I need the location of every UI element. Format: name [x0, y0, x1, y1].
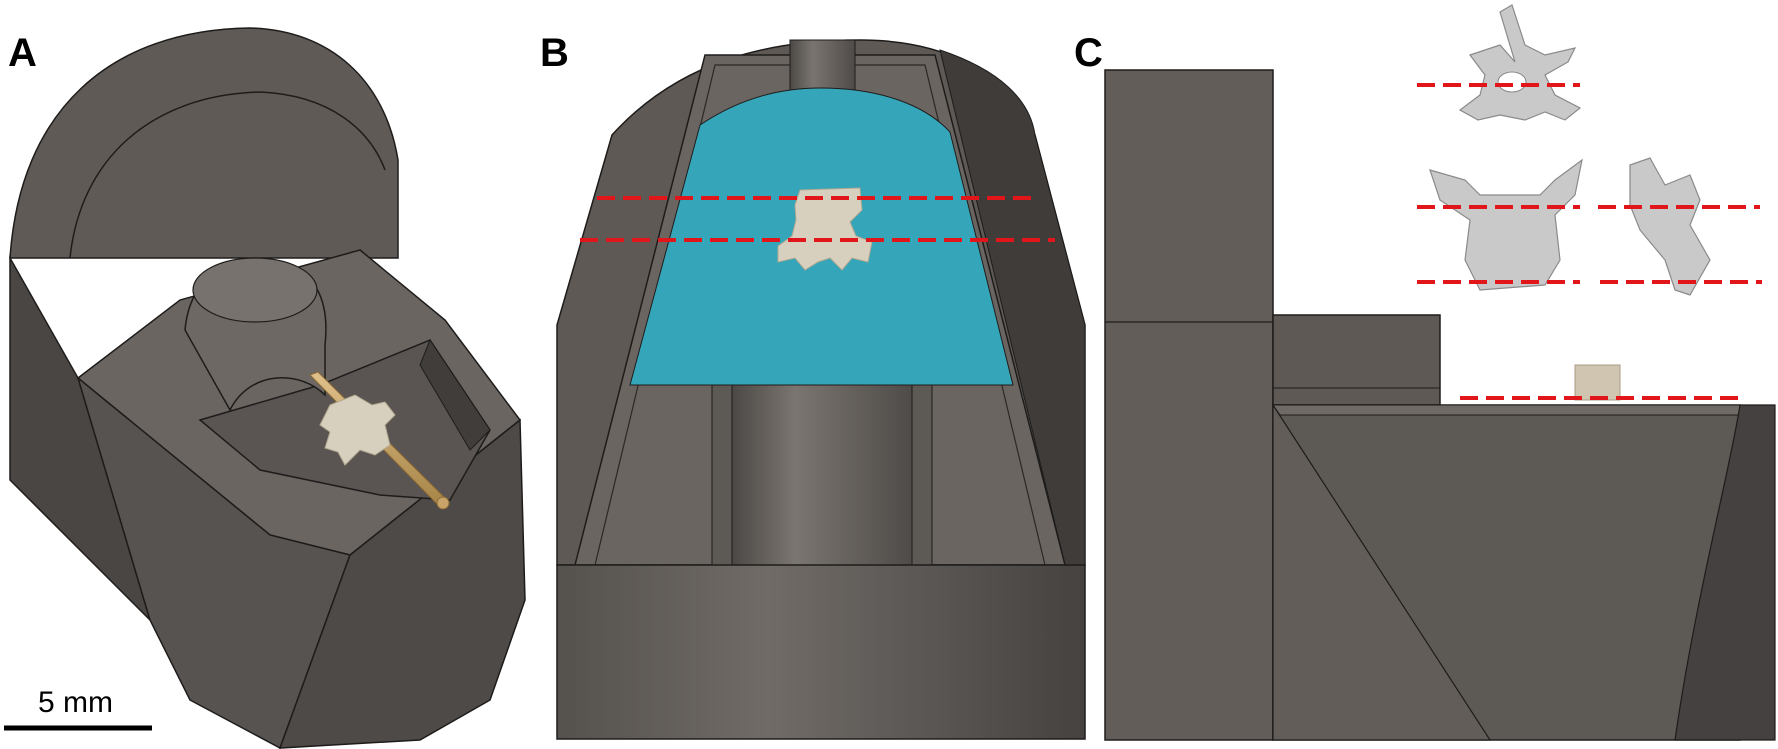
specimen	[1574, 364, 1621, 401]
mold-boss-top	[192, 257, 318, 323]
mold-right-curve	[1674, 404, 1776, 741]
vertebra	[777, 187, 873, 271]
mold-tall-block	[1104, 69, 1274, 741]
scale-bar-label: 5 mm	[38, 686, 113, 719]
mold-lower-cylinder-bore	[731, 379, 913, 566]
mold-bevel-face	[1272, 402, 1492, 741]
mold-top-ledge	[1272, 404, 1741, 416]
mold-back-cylinder	[9, 27, 399, 259]
panel-c: C	[1074, 4, 1776, 741]
panel-b: B	[540, 31, 1086, 740]
mold-step	[1272, 314, 1441, 406]
mold-right-face	[278, 418, 526, 749]
mold-cavity-wall	[419, 338, 491, 451]
panel-label-b: B	[540, 31, 569, 75]
vertebra-scan-top-view	[1458, 4, 1582, 121]
panel-label-a: A	[8, 31, 37, 75]
specimen-rod-end	[436, 496, 450, 510]
panel-label-c: C	[1074, 31, 1103, 75]
mold-back-rim	[69, 91, 386, 259]
panel-a: A 5 mm	[4, 27, 526, 749]
vertebra-scan-side-view	[1629, 157, 1711, 296]
vertebra-scan-front-view	[1429, 158, 1583, 291]
mold-base	[556, 564, 1086, 740]
vertebra	[319, 394, 396, 466]
mold-shell-right	[939, 49, 1086, 566]
